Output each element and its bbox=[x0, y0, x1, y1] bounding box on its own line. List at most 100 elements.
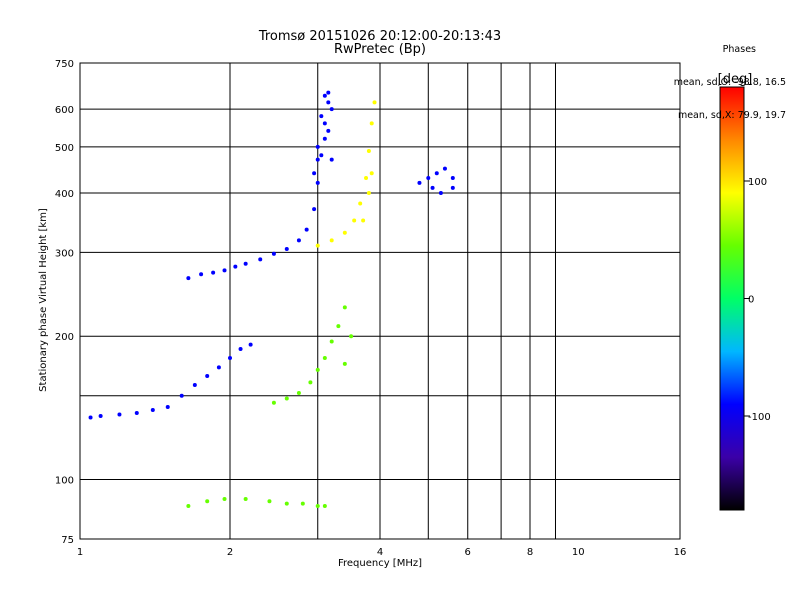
data-point bbox=[233, 264, 238, 269]
data-point bbox=[304, 227, 309, 232]
x-axis-label: Frequency [MHz] bbox=[338, 558, 422, 569]
data-point bbox=[271, 251, 276, 256]
data-point bbox=[336, 324, 341, 329]
data-point bbox=[329, 238, 334, 243]
data-point bbox=[238, 347, 243, 352]
data-point bbox=[352, 218, 357, 223]
data-point bbox=[329, 157, 334, 162]
phase-stats-x: mean, sd,X: 79.9, 19.7 bbox=[677, 110, 786, 121]
data-point bbox=[326, 128, 331, 133]
data-point bbox=[315, 503, 320, 508]
data-point bbox=[326, 100, 331, 105]
data-point bbox=[243, 261, 248, 266]
x-tick-label: 4 bbox=[377, 547, 383, 558]
data-point bbox=[319, 153, 324, 158]
data-point bbox=[315, 367, 320, 372]
data-point bbox=[342, 230, 347, 235]
data-point bbox=[222, 497, 227, 502]
data-point bbox=[117, 412, 122, 417]
data-point bbox=[192, 382, 197, 387]
data-point bbox=[300, 501, 305, 506]
data-point bbox=[342, 361, 347, 366]
colorbar-tick-label: -100 bbox=[748, 412, 771, 423]
x-tick-label: 2 bbox=[227, 547, 233, 558]
y-axis-label: Stationary phase Virtual Height [km] bbox=[38, 208, 49, 392]
data-point bbox=[342, 305, 347, 310]
data-point bbox=[205, 499, 210, 504]
colorbar-ticks: 100 0 -100 bbox=[744, 177, 771, 423]
data-point bbox=[364, 175, 369, 180]
data-point bbox=[430, 185, 435, 190]
data-point bbox=[228, 356, 232, 361]
colorbar-tick-label: 0 bbox=[748, 295, 754, 306]
grid-lines bbox=[80, 63, 680, 539]
data-point bbox=[322, 121, 327, 126]
x-axis-ticks: 1 2 4 6 8 10 16 bbox=[77, 547, 687, 558]
data-point bbox=[216, 365, 221, 370]
data-point bbox=[426, 175, 431, 180]
data-point bbox=[372, 100, 377, 105]
y-tick-label: 600 bbox=[55, 105, 74, 116]
data-point bbox=[267, 499, 272, 504]
data-point bbox=[442, 166, 447, 171]
x-tick-label: 1 bbox=[77, 547, 83, 558]
data-point bbox=[88, 415, 93, 420]
phase-stats-o: mean, sd,O: -98.8, 16.5 bbox=[673, 77, 786, 88]
data-point bbox=[329, 107, 334, 112]
y-tick-label: 750 bbox=[55, 59, 74, 70]
x-tick-label: 6 bbox=[465, 547, 471, 558]
data-point bbox=[258, 257, 263, 262]
data-point bbox=[329, 339, 334, 344]
chart-subtitle: RwPretec (Bp) bbox=[334, 42, 426, 57]
y-tick-label: 400 bbox=[55, 189, 74, 200]
data-point bbox=[222, 268, 227, 273]
data-point bbox=[296, 390, 301, 395]
y-tick-label: 100 bbox=[55, 476, 74, 487]
data-point bbox=[434, 171, 439, 176]
data-point bbox=[308, 380, 313, 385]
data-point bbox=[98, 413, 103, 418]
data-point bbox=[296, 238, 301, 243]
phase-stats-box: Phases mean, sd,O: -98.8, 16.5 mean, sd,… bbox=[674, 22, 786, 132]
data-point bbox=[366, 148, 371, 153]
data-point bbox=[243, 497, 248, 502]
colorbar-tick-label: 100 bbox=[748, 177, 767, 188]
data-point bbox=[284, 501, 289, 506]
y-tick-label: 500 bbox=[55, 143, 74, 154]
data-point bbox=[438, 190, 443, 195]
data-point bbox=[358, 201, 363, 206]
x-tick-label: 16 bbox=[674, 547, 687, 558]
data-point bbox=[186, 503, 191, 508]
y-tick-label: 200 bbox=[55, 332, 74, 343]
data-point bbox=[322, 503, 327, 508]
data-point bbox=[312, 207, 317, 212]
y-tick-label: 75 bbox=[61, 535, 74, 546]
data-point bbox=[179, 393, 184, 398]
data-point bbox=[349, 334, 354, 339]
data-point bbox=[312, 171, 317, 176]
data-point bbox=[322, 136, 327, 141]
y-axis-ticks: 75 100 200 300 400 500 600 750 bbox=[55, 59, 74, 546]
colorbar bbox=[719, 86, 745, 511]
data-point bbox=[199, 272, 204, 277]
data-point bbox=[322, 93, 327, 98]
data-point bbox=[271, 400, 276, 405]
data-point bbox=[315, 243, 320, 248]
data-point bbox=[315, 144, 320, 149]
colorbar-label: [deg] bbox=[718, 72, 753, 87]
data-point bbox=[315, 180, 320, 185]
data-point bbox=[361, 218, 366, 223]
data-point bbox=[284, 396, 289, 401]
data-point bbox=[450, 185, 455, 190]
y-tick-label: 300 bbox=[55, 248, 74, 259]
data-point bbox=[369, 121, 374, 126]
data-point bbox=[186, 276, 191, 281]
data-point bbox=[248, 342, 253, 347]
data-point bbox=[322, 356, 327, 361]
data-point bbox=[165, 405, 170, 410]
data-point bbox=[369, 171, 374, 176]
data-point bbox=[205, 374, 210, 379]
x-tick-label: 10 bbox=[572, 547, 585, 558]
chart-title: Tromsø 20151026 20:12:00-20:13:43 bbox=[258, 29, 501, 44]
